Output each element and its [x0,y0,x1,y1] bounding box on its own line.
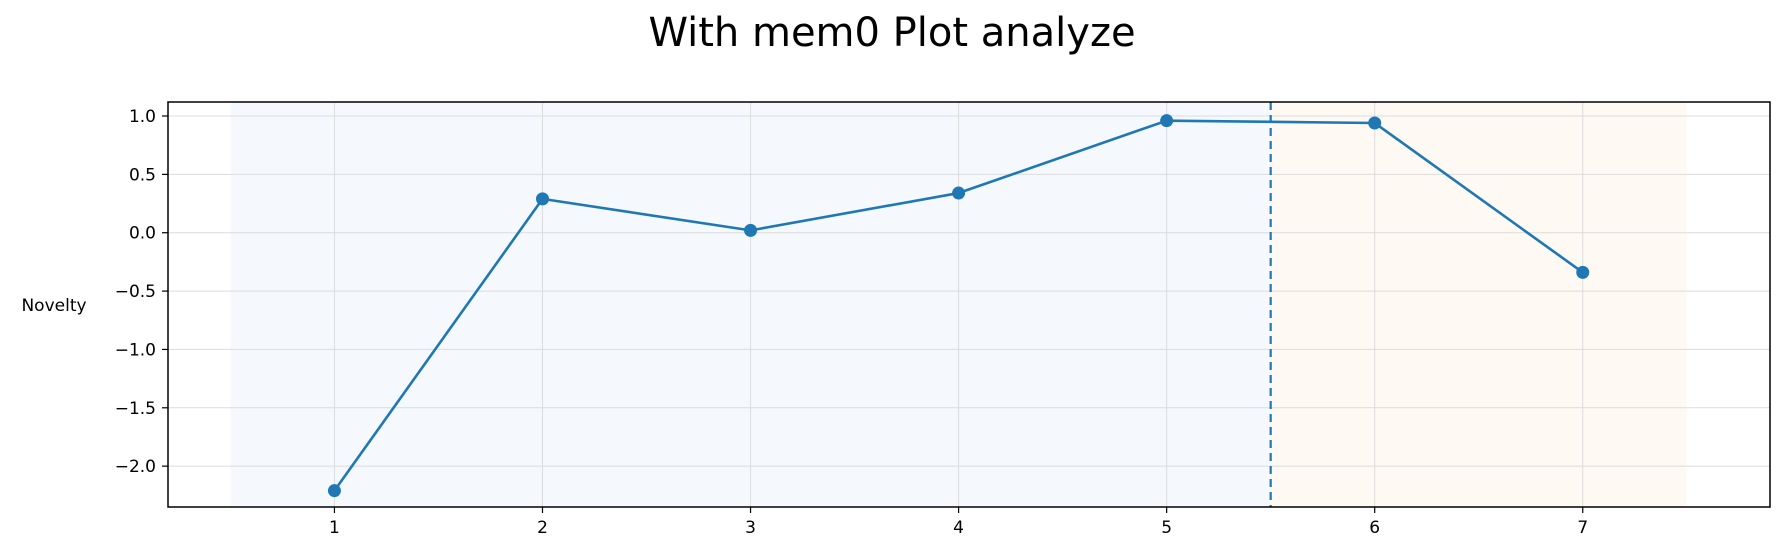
x-tick-label: 7 [1577,518,1588,538]
grid-lines [168,102,1770,507]
data-point [1576,265,1590,279]
y-tick-label: 1.0 [129,107,156,127]
data-point [952,186,966,200]
y-tick-label: −2.0 [115,457,156,477]
series-layer [327,114,1590,498]
data-point [327,484,341,498]
y-tick-label: 0.5 [129,165,156,185]
data-point [1160,114,1174,128]
y-tick-label: 0.0 [129,224,156,244]
x-tick-label: 3 [745,518,756,538]
plot-frame [167,101,1771,508]
y-axis-ticks: 1.0 0.5 0.0 −0.5 −1.0 −1.5 −2.0 [115,107,168,477]
shaded-region-2 [1270,102,1687,507]
x-tick-label: 1 [329,518,340,538]
y-tick-label: −1.0 [115,340,156,360]
y-tick-label: −0.5 [115,282,156,302]
x-tick-label: 4 [953,518,964,538]
x-axis-ticks: 1 2 3 4 5 6 7 [329,507,1588,538]
x-tick-label: 5 [1161,518,1172,538]
x-tick-label: 2 [537,518,548,538]
x-tick-label: 6 [1369,518,1380,538]
data-point [744,223,758,237]
y-tick-label: −1.5 [115,399,156,419]
data-point [535,192,549,206]
chart-title: With mem0 Plot analyze [648,10,1135,56]
data-point [1368,116,1382,130]
y-axis-label: Novelty [21,296,86,316]
